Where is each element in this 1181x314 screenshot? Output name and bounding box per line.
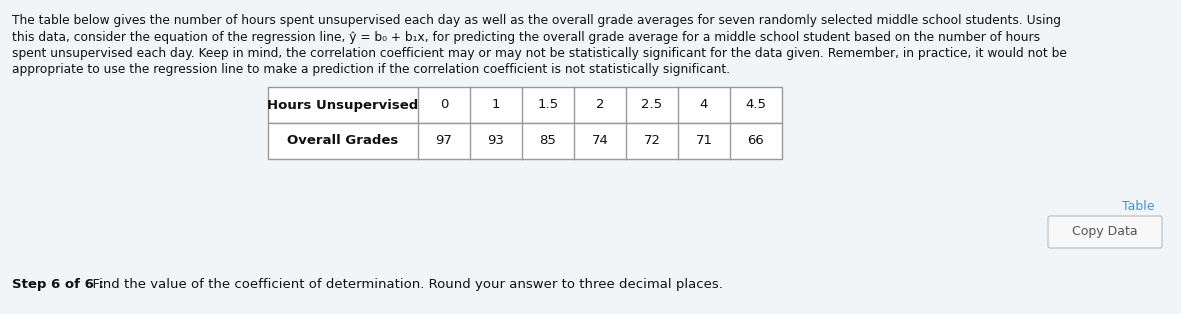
Text: 4: 4 <box>700 99 709 111</box>
Text: Hours Unsupervised: Hours Unsupervised <box>267 99 418 111</box>
Text: spent unsupervised each day. Keep in mind, the correlation coefficient may or ma: spent unsupervised each day. Keep in min… <box>12 47 1066 60</box>
Text: 85: 85 <box>540 134 556 148</box>
Text: 1.5: 1.5 <box>537 99 559 111</box>
Text: 66: 66 <box>748 134 764 148</box>
Text: appropriate to use the regression line to make a prediction if the correlation c: appropriate to use the regression line t… <box>12 63 730 77</box>
Text: 74: 74 <box>592 134 608 148</box>
Text: 72: 72 <box>644 134 660 148</box>
Text: 4.5: 4.5 <box>745 99 766 111</box>
Text: Copy Data: Copy Data <box>1072 225 1137 239</box>
Text: Table: Table <box>1122 200 1155 213</box>
Text: Find the value of the coefficient of determination. Round your answer to three d: Find the value of the coefficient of det… <box>84 278 723 291</box>
Text: 2: 2 <box>595 99 605 111</box>
Text: 71: 71 <box>696 134 712 148</box>
Text: Overall Grades: Overall Grades <box>287 134 399 148</box>
Text: 2.5: 2.5 <box>641 99 663 111</box>
Text: this data, consider the equation of the regression line, ŷ = b₀ + b₁x, for predi: this data, consider the equation of the … <box>12 30 1040 44</box>
Text: The table below gives the number of hours spent unsupervised each day as well as: The table below gives the number of hour… <box>12 14 1061 27</box>
FancyBboxPatch shape <box>1048 216 1162 248</box>
Text: 93: 93 <box>488 134 504 148</box>
Text: 97: 97 <box>436 134 452 148</box>
Bar <box>268 123 782 159</box>
Text: 1: 1 <box>491 99 501 111</box>
Text: 0: 0 <box>439 99 448 111</box>
Bar <box>268 87 782 123</box>
Text: Step 6 of 6 :: Step 6 of 6 : <box>12 278 104 291</box>
